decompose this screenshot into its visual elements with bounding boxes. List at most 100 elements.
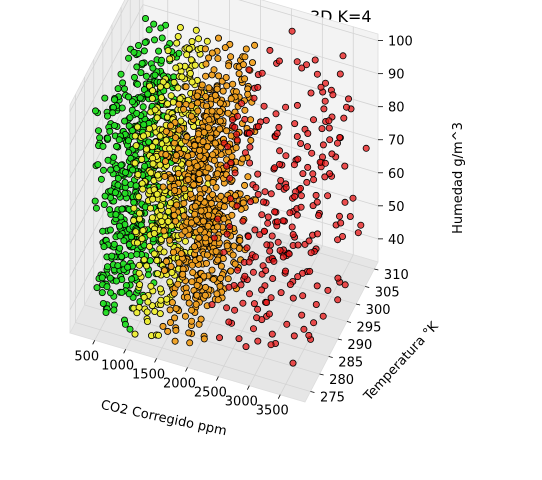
scatter-point xyxy=(245,66,253,74)
tick-label-z: 70 xyxy=(388,134,405,149)
scatter-point xyxy=(315,211,323,219)
scatter-point xyxy=(185,329,193,337)
scatter-point xyxy=(274,238,282,246)
scatter-point xyxy=(326,136,334,144)
scatter-point xyxy=(244,90,252,98)
scatter-point xyxy=(254,190,262,198)
scatter-point xyxy=(104,156,112,164)
scatter-point xyxy=(134,42,142,50)
scatter-point xyxy=(289,294,297,302)
scatter-point xyxy=(293,132,301,140)
grid-line-z xyxy=(69,4,144,145)
scatter-point xyxy=(147,282,155,290)
scatter-point xyxy=(207,134,215,142)
scatter-point xyxy=(160,267,168,275)
scatter-point xyxy=(307,249,315,257)
scatter-point xyxy=(223,304,231,312)
scatter-point xyxy=(192,26,200,34)
scatter-point xyxy=(216,108,224,116)
scatter-point xyxy=(216,282,224,290)
scatter-point xyxy=(195,169,203,177)
scatter-point xyxy=(145,26,153,34)
scatter-point xyxy=(231,192,239,200)
scatter-point xyxy=(135,209,143,217)
scatter-point xyxy=(114,174,122,182)
scatter-point xyxy=(138,155,146,163)
scatter-point xyxy=(131,330,139,338)
scatter-point xyxy=(289,359,297,367)
scatter-point xyxy=(133,250,141,258)
scatter-point xyxy=(342,103,350,111)
scatter-point xyxy=(213,223,221,231)
scatter-point xyxy=(228,211,236,219)
scatter-point xyxy=(336,70,344,78)
scatter-point xyxy=(182,83,190,91)
scatter-point xyxy=(152,138,160,146)
x-axis-label: CO2 Corregido ppm xyxy=(99,398,228,439)
scatter-point xyxy=(156,212,164,220)
scatter-point xyxy=(202,93,210,101)
scatter-point xyxy=(226,174,234,182)
scatter-point xyxy=(306,267,314,275)
scatter-point xyxy=(201,283,209,291)
scatter-point xyxy=(150,20,158,28)
scatter-point xyxy=(252,183,260,191)
scatter-point xyxy=(222,74,230,82)
scatter-point xyxy=(245,129,253,137)
scatter-point xyxy=(245,258,253,266)
scatter-point xyxy=(125,54,133,62)
scatter-point xyxy=(241,115,249,123)
scatter-point xyxy=(291,192,299,200)
tick-mark-x xyxy=(92,340,96,345)
scatter-point xyxy=(172,151,180,159)
scatter-point xyxy=(357,221,365,229)
scatter-point xyxy=(181,227,189,235)
scatter-point xyxy=(128,98,136,106)
scatter-point xyxy=(194,99,202,107)
tick-mark-x xyxy=(277,394,281,399)
scatter-point xyxy=(184,176,192,184)
scatter-point xyxy=(210,66,218,74)
scatter-point xyxy=(321,79,329,87)
scatter-point xyxy=(140,121,148,129)
scatter-point xyxy=(149,160,157,168)
scatter-point xyxy=(229,80,237,88)
scatter-point xyxy=(239,155,247,163)
scatter-point xyxy=(277,176,285,184)
scatter-point xyxy=(199,217,207,225)
scatter-point xyxy=(267,294,275,302)
scatter-point xyxy=(125,290,133,298)
scatter-point xyxy=(160,248,168,256)
scatter-point xyxy=(208,49,216,57)
scatter-point xyxy=(91,197,99,205)
scatter-point xyxy=(319,312,327,320)
scatter-point xyxy=(158,34,166,42)
scatter-point xyxy=(191,202,199,210)
scatter-point xyxy=(294,155,302,163)
scatter-point xyxy=(150,36,158,44)
scatter-point xyxy=(231,306,239,314)
scatter-point xyxy=(188,306,196,314)
scatter-point xyxy=(155,47,163,55)
scatter-point xyxy=(313,198,321,206)
scatter-point xyxy=(200,272,208,280)
scatter-point xyxy=(140,293,148,301)
scatter-point xyxy=(196,175,204,183)
scatter-point xyxy=(174,33,182,41)
scatter-point xyxy=(334,274,342,282)
scatter-point xyxy=(158,217,166,225)
scatter-point xyxy=(196,226,204,234)
scatter-point xyxy=(192,300,200,308)
scatter-point xyxy=(341,162,349,170)
grid-line-z xyxy=(238,0,379,41)
scatter-point xyxy=(101,192,109,200)
scatter-point xyxy=(235,335,243,343)
scatter-point xyxy=(214,55,222,63)
scatter-point xyxy=(121,189,129,197)
tick-label-x: 1000 xyxy=(101,358,134,373)
scatter-point xyxy=(241,149,249,157)
scatter-point xyxy=(186,339,194,347)
scatter-point xyxy=(201,234,209,242)
scatter-point xyxy=(310,176,318,184)
scatter-point xyxy=(133,309,141,317)
